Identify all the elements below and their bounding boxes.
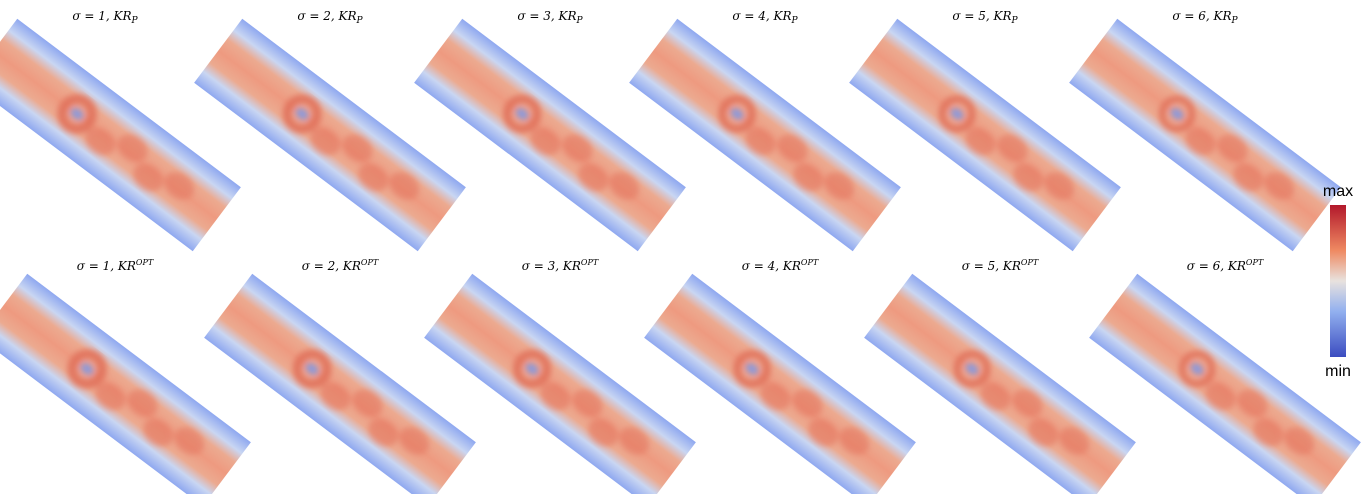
panel-label: σ = 1, KROPT <box>77 258 154 273</box>
flow-field <box>644 274 916 494</box>
channel <box>1089 274 1361 494</box>
flow-field <box>864 274 1136 494</box>
panel-label: σ = 6, KROPT <box>1187 258 1264 273</box>
label-subscript: P <box>356 16 364 26</box>
flow-field <box>1069 19 1341 251</box>
channel <box>424 274 696 494</box>
channel <box>644 274 916 494</box>
flow-field <box>629 19 901 251</box>
flow-field <box>0 19 241 251</box>
label-text: σ = 3, KR <box>517 9 576 23</box>
label-subscript: P <box>131 16 139 26</box>
channel <box>864 274 1136 494</box>
flow-field <box>1089 274 1361 494</box>
flow-field <box>414 19 686 251</box>
label-subscript: P <box>1231 16 1239 26</box>
label-text: σ = 2, KR <box>297 9 356 23</box>
label-superscript: OPT <box>581 258 599 267</box>
flow-field <box>0 274 251 494</box>
label-text: σ = 1, KR <box>72 9 131 23</box>
panel-label: σ = 5, KRP <box>952 9 1018 26</box>
label-superscript: OPT <box>361 258 379 267</box>
flow-field <box>424 274 696 494</box>
panel-label: σ = 2, KRP <box>297 9 363 26</box>
label-text: σ = 2, KR <box>302 259 361 273</box>
panel-label: σ = 1, KRP <box>72 9 138 26</box>
panel-label: σ = 2, KROPT <box>302 258 379 273</box>
label-text: σ = 4, KR <box>742 259 801 273</box>
panel-label: σ = 4, KRP <box>732 9 798 26</box>
label-text: σ = 3, KR <box>522 259 581 273</box>
label-text: σ = 4, KR <box>732 9 791 23</box>
flow-field <box>204 274 476 494</box>
label-text: σ = 6, KR <box>1187 259 1246 273</box>
label-text: σ = 1, KR <box>77 259 136 273</box>
panel-label: σ = 3, KROPT <box>522 258 599 273</box>
label-subscript: P <box>576 16 584 26</box>
flow-field <box>849 19 1121 251</box>
figure: σ = 1, KRPσ = 2, KRPσ = 3, KRPσ = 4, KRP… <box>0 0 1372 494</box>
label-subscript: P <box>791 16 799 26</box>
label-subscript: P <box>1011 16 1019 26</box>
label-superscript: OPT <box>1021 258 1039 267</box>
channel <box>0 274 251 494</box>
colorbar-min: min <box>1325 363 1351 380</box>
flow-field <box>194 19 466 251</box>
panel-label: σ = 5, KROPT <box>962 258 1039 273</box>
colorbar-max: max <box>1323 183 1353 200</box>
panel-label: σ = 3, KRP <box>517 9 583 26</box>
label-superscript: OPT <box>1246 258 1264 267</box>
label-text: σ = 5, KR <box>952 9 1011 23</box>
label-text: σ = 5, KR <box>962 259 1021 273</box>
channel <box>0 19 241 251</box>
colorbar <box>1330 205 1346 357</box>
label-text: σ = 6, KR <box>1172 9 1231 23</box>
label-superscript: OPT <box>136 258 154 267</box>
channel <box>204 274 476 494</box>
label-superscript: OPT <box>801 258 819 267</box>
panels: σ = 1, KRPσ = 2, KRPσ = 3, KRPσ = 4, KRP… <box>0 9 1361 494</box>
panel-label: σ = 6, KRP <box>1172 9 1238 26</box>
panel-label: σ = 4, KROPT <box>742 258 819 273</box>
